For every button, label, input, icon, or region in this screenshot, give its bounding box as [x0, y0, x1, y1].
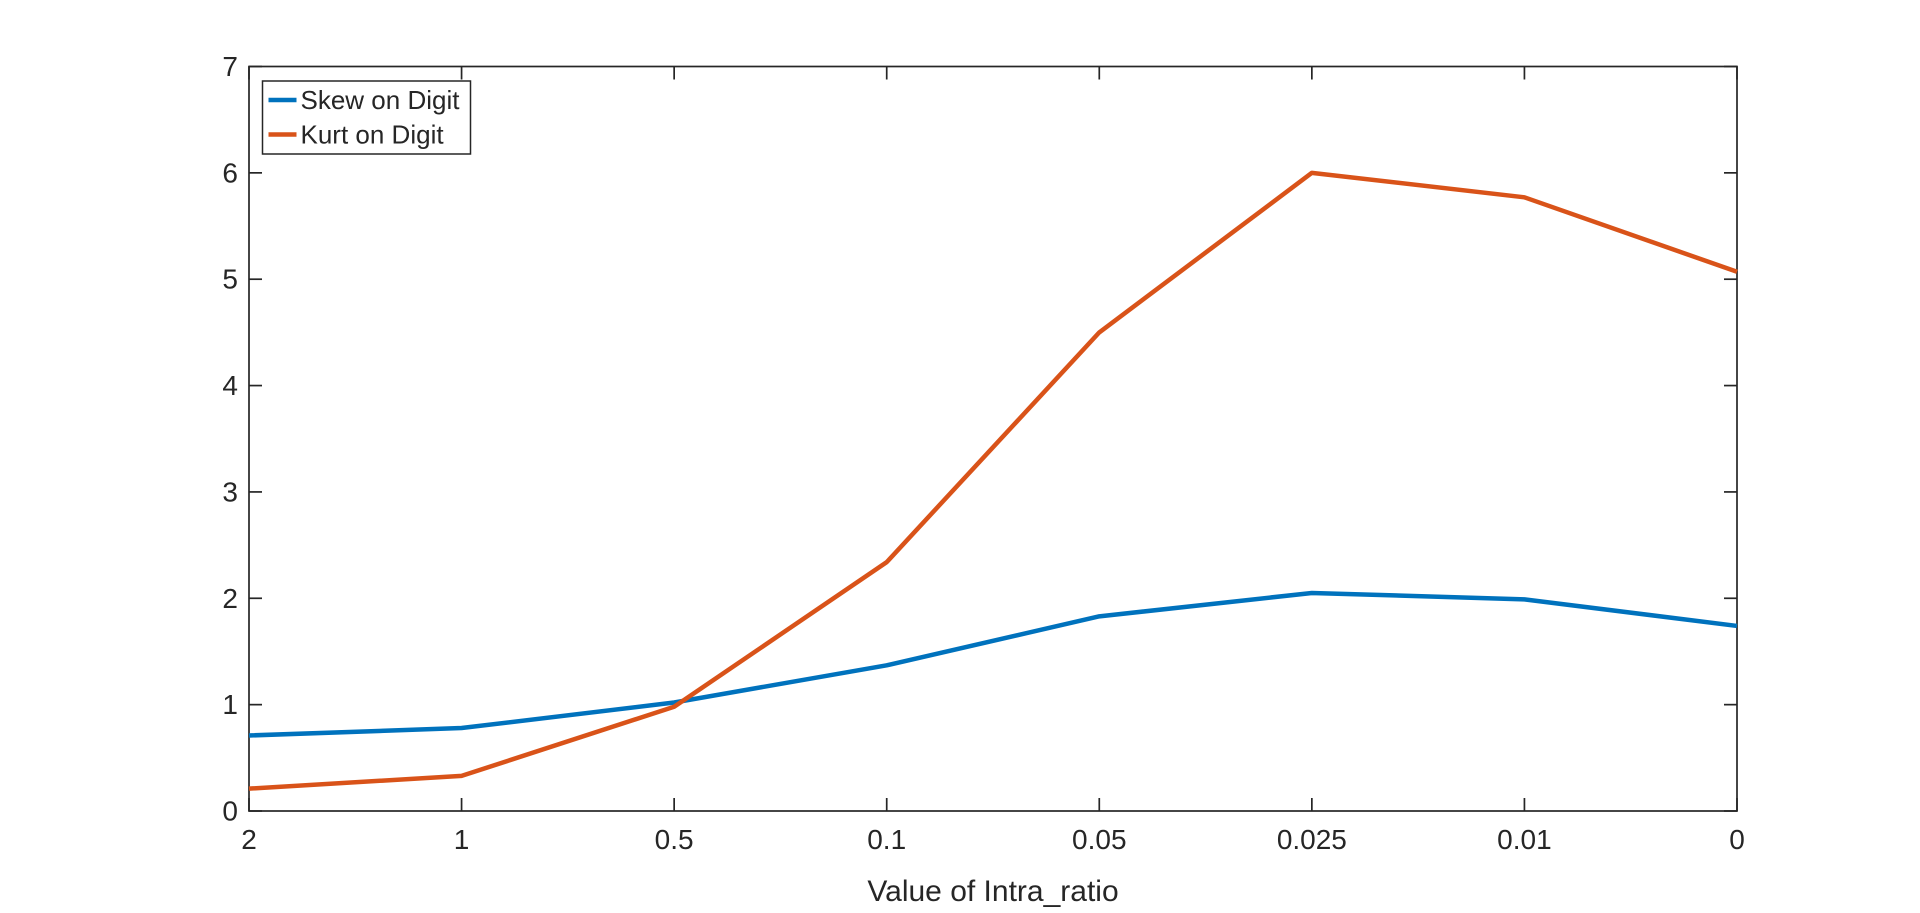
y-tick-label: 0: [222, 796, 238, 827]
y-tick-label: 5: [222, 264, 238, 295]
y-tick-label: 6: [222, 157, 238, 188]
y-tick-label: 1: [222, 689, 238, 720]
x-tick-label: 0.1: [867, 824, 906, 855]
legend-box: [261, 80, 472, 155]
y-tick-label: 2: [222, 583, 238, 614]
series-line-kurt-on-digit: [248, 170, 1738, 791]
x-axis-label: Value of Intra_ratio: [867, 875, 1118, 908]
legend-label: Skew on Digit: [301, 85, 461, 115]
x-tick-label: 2: [241, 824, 257, 855]
legend-label: Kurt on Digit: [301, 120, 445, 150]
axes-box: [248, 65, 1738, 812]
y-tick-label: 4: [222, 370, 238, 401]
x-tick-label: 0.5: [655, 824, 694, 855]
x-tick-label: 0: [1729, 824, 1745, 855]
x-tick-label: 0.05: [1072, 824, 1127, 855]
series-line-skew-on-digit: [248, 590, 1738, 738]
y-tick-label: 3: [222, 476, 238, 507]
x-tick-label: 1: [454, 824, 470, 855]
x-tick-label: 0.025: [1277, 824, 1347, 855]
y-tick-label: 7: [222, 51, 238, 82]
x-tick-label: 0.01: [1497, 824, 1552, 855]
